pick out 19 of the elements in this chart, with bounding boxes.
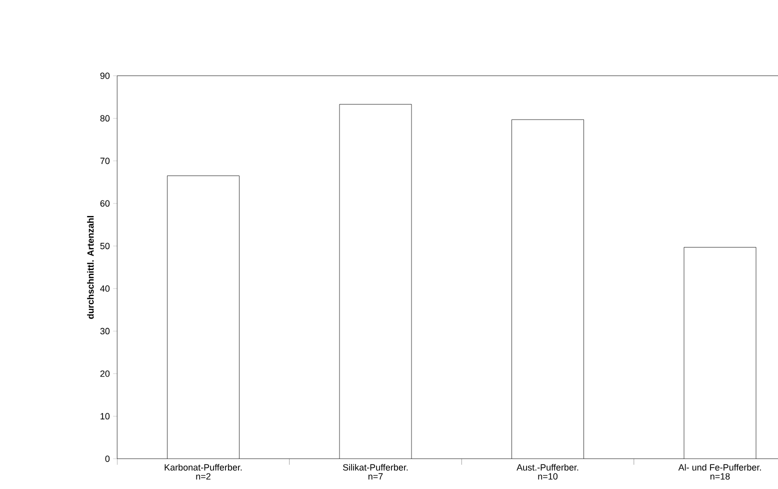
- x-tick-label: Silikat-Pufferber. n=7: [342, 464, 408, 480]
- bar: [339, 104, 412, 459]
- x-tick-label: Al- und Fe-Pufferber. n=18: [678, 464, 761, 480]
- y-tick-label: 80: [100, 115, 110, 122]
- y-tick-label: 20: [100, 370, 110, 377]
- y-tick-label: 10: [100, 413, 110, 420]
- bar: [167, 176, 240, 459]
- y-tick-label: 40: [100, 285, 110, 292]
- bar: [512, 119, 584, 459]
- y-tick-label: 70: [100, 158, 110, 164]
- y-tick-label: 90: [100, 72, 110, 79]
- bar: [684, 247, 756, 459]
- x-tick-label: Aust.-Pufferber. n=10: [516, 464, 578, 480]
- y-tick-label: 30: [100, 328, 110, 334]
- y-axis-title: durchschnittl. Artenzahl: [87, 216, 94, 319]
- y-tick-label: 0: [105, 456, 110, 462]
- y-tick-label: 60: [100, 200, 110, 207]
- y-tick-label: 50: [100, 242, 110, 250]
- x-tick-label: Karbonat-Pufferber. n=2: [164, 464, 242, 480]
